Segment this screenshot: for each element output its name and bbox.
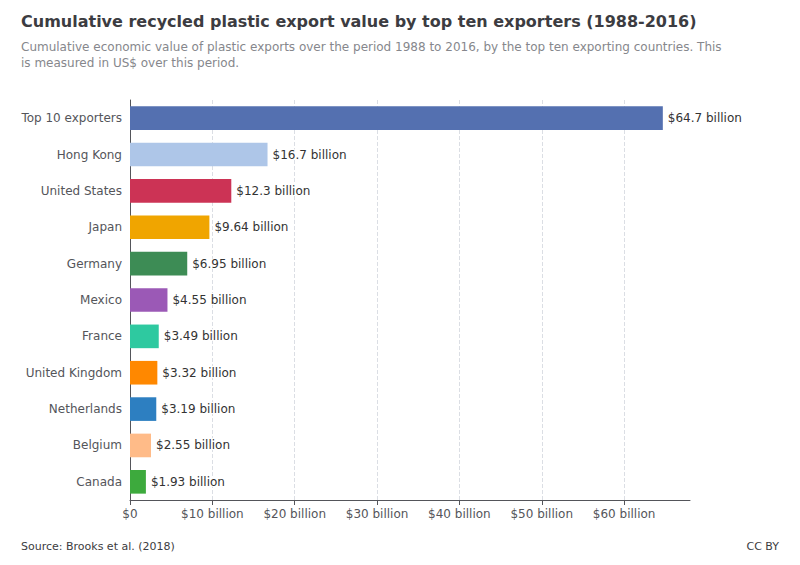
svg-text:Cumulative recycled plastic ex: Cumulative recycled plastic export value… xyxy=(21,12,697,31)
svg-text:$20 billion: $20 billion xyxy=(263,507,326,521)
svg-text:$3.32 billion: $3.32 billion xyxy=(162,366,236,380)
svg-text:Netherlands: Netherlands xyxy=(49,402,122,416)
svg-text:$6.95 billion: $6.95 billion xyxy=(192,257,266,271)
svg-text:$50 billion: $50 billion xyxy=(510,507,573,521)
svg-text:$3.19 billion: $3.19 billion xyxy=(161,402,235,416)
svg-text:$0: $0 xyxy=(122,507,137,521)
svg-text:United Kingdom: United Kingdom xyxy=(26,366,122,380)
svg-text:CC BY: CC BY xyxy=(746,540,779,553)
svg-text:Japan: Japan xyxy=(88,220,122,234)
svg-text:$30 billion: $30 billion xyxy=(346,507,409,521)
svg-text:Germany: Germany xyxy=(67,257,122,271)
svg-text:$1.93 billion: $1.93 billion xyxy=(151,475,225,489)
svg-text:Cumulative economic value of p: Cumulative economic value of plastic exp… xyxy=(21,40,722,54)
svg-text:$64.7 billion: $64.7 billion xyxy=(668,111,742,125)
svg-text:United States: United States xyxy=(41,184,122,198)
svg-text:$3.49 billion: $3.49 billion xyxy=(164,329,238,343)
svg-text:$10 billion: $10 billion xyxy=(181,507,244,521)
svg-text:$9.64 billion: $9.64 billion xyxy=(214,220,288,234)
svg-text:Mexico: Mexico xyxy=(80,293,122,307)
svg-text:Top 10 exporters: Top 10 exporters xyxy=(20,111,122,125)
svg-text:France: France xyxy=(82,329,122,343)
svg-text:$2.55 billion: $2.55 billion xyxy=(156,438,230,452)
svg-text:$60 billion: $60 billion xyxy=(593,507,656,521)
svg-text:Source: Brooks et al. (2018): Source: Brooks et al. (2018) xyxy=(21,540,175,553)
svg-text:$12.3 billion: $12.3 billion xyxy=(236,184,310,198)
svg-text:Belgium: Belgium xyxy=(73,438,122,452)
svg-text:is measured in US$ over this p: is measured in US$ over this period. xyxy=(21,56,239,70)
svg-text:$40 billion: $40 billion xyxy=(428,507,491,521)
svg-text:$16.7 billion: $16.7 billion xyxy=(273,148,347,162)
svg-text:$4.55 billion: $4.55 billion xyxy=(172,293,246,307)
svg-text:Canada: Canada xyxy=(76,475,122,489)
svg-text:Hong Kong: Hong Kong xyxy=(57,148,122,162)
